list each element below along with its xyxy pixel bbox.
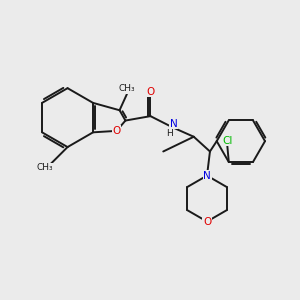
Text: N: N xyxy=(169,119,177,129)
Text: O: O xyxy=(112,126,121,136)
Text: N: N xyxy=(203,171,211,181)
Text: CH₃: CH₃ xyxy=(118,84,135,93)
Text: Cl: Cl xyxy=(222,136,232,146)
Text: H: H xyxy=(166,129,172,138)
Text: O: O xyxy=(203,217,211,226)
Text: CH₃: CH₃ xyxy=(36,163,53,172)
Text: O: O xyxy=(146,87,154,97)
